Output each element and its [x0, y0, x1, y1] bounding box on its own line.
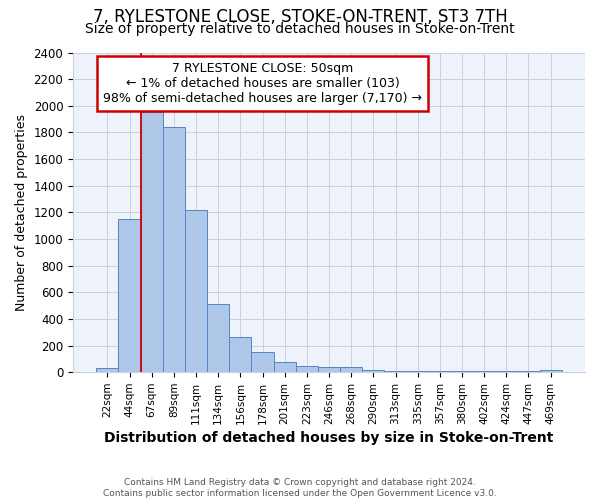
Bar [251, 352, 274, 372]
Bar [296, 366, 318, 372]
Bar [407, 371, 429, 372]
Bar [318, 366, 340, 372]
Bar [163, 127, 185, 372]
Bar [96, 368, 118, 372]
Bar [118, 219, 140, 372]
Text: 7 RYLESTONE CLOSE: 50sqm
← 1% of detached houses are smaller (103)
98% of semi-d: 7 RYLESTONE CLOSE: 50sqm ← 1% of detache… [103, 62, 422, 105]
X-axis label: Distribution of detached houses by size in Stoke-on-Trent: Distribution of detached houses by size … [104, 431, 554, 445]
Bar [229, 337, 251, 372]
Bar [385, 371, 407, 372]
Bar [207, 304, 229, 372]
Bar [274, 362, 296, 372]
Text: 7, RYLESTONE CLOSE, STOKE-ON-TRENT, ST3 7TH: 7, RYLESTONE CLOSE, STOKE-ON-TRENT, ST3 … [92, 8, 508, 26]
Y-axis label: Number of detached properties: Number of detached properties [15, 114, 28, 311]
Bar [539, 370, 562, 372]
Bar [362, 370, 385, 372]
Bar [473, 371, 495, 372]
Bar [517, 371, 539, 372]
Text: Size of property relative to detached houses in Stoke-on-Trent: Size of property relative to detached ho… [85, 22, 515, 36]
Bar [451, 371, 473, 372]
Bar [429, 371, 451, 372]
Text: Contains HM Land Registry data © Crown copyright and database right 2024.
Contai: Contains HM Land Registry data © Crown c… [103, 478, 497, 498]
Bar [340, 366, 362, 372]
Bar [495, 371, 517, 372]
Bar [185, 210, 207, 372]
Bar [140, 112, 163, 372]
